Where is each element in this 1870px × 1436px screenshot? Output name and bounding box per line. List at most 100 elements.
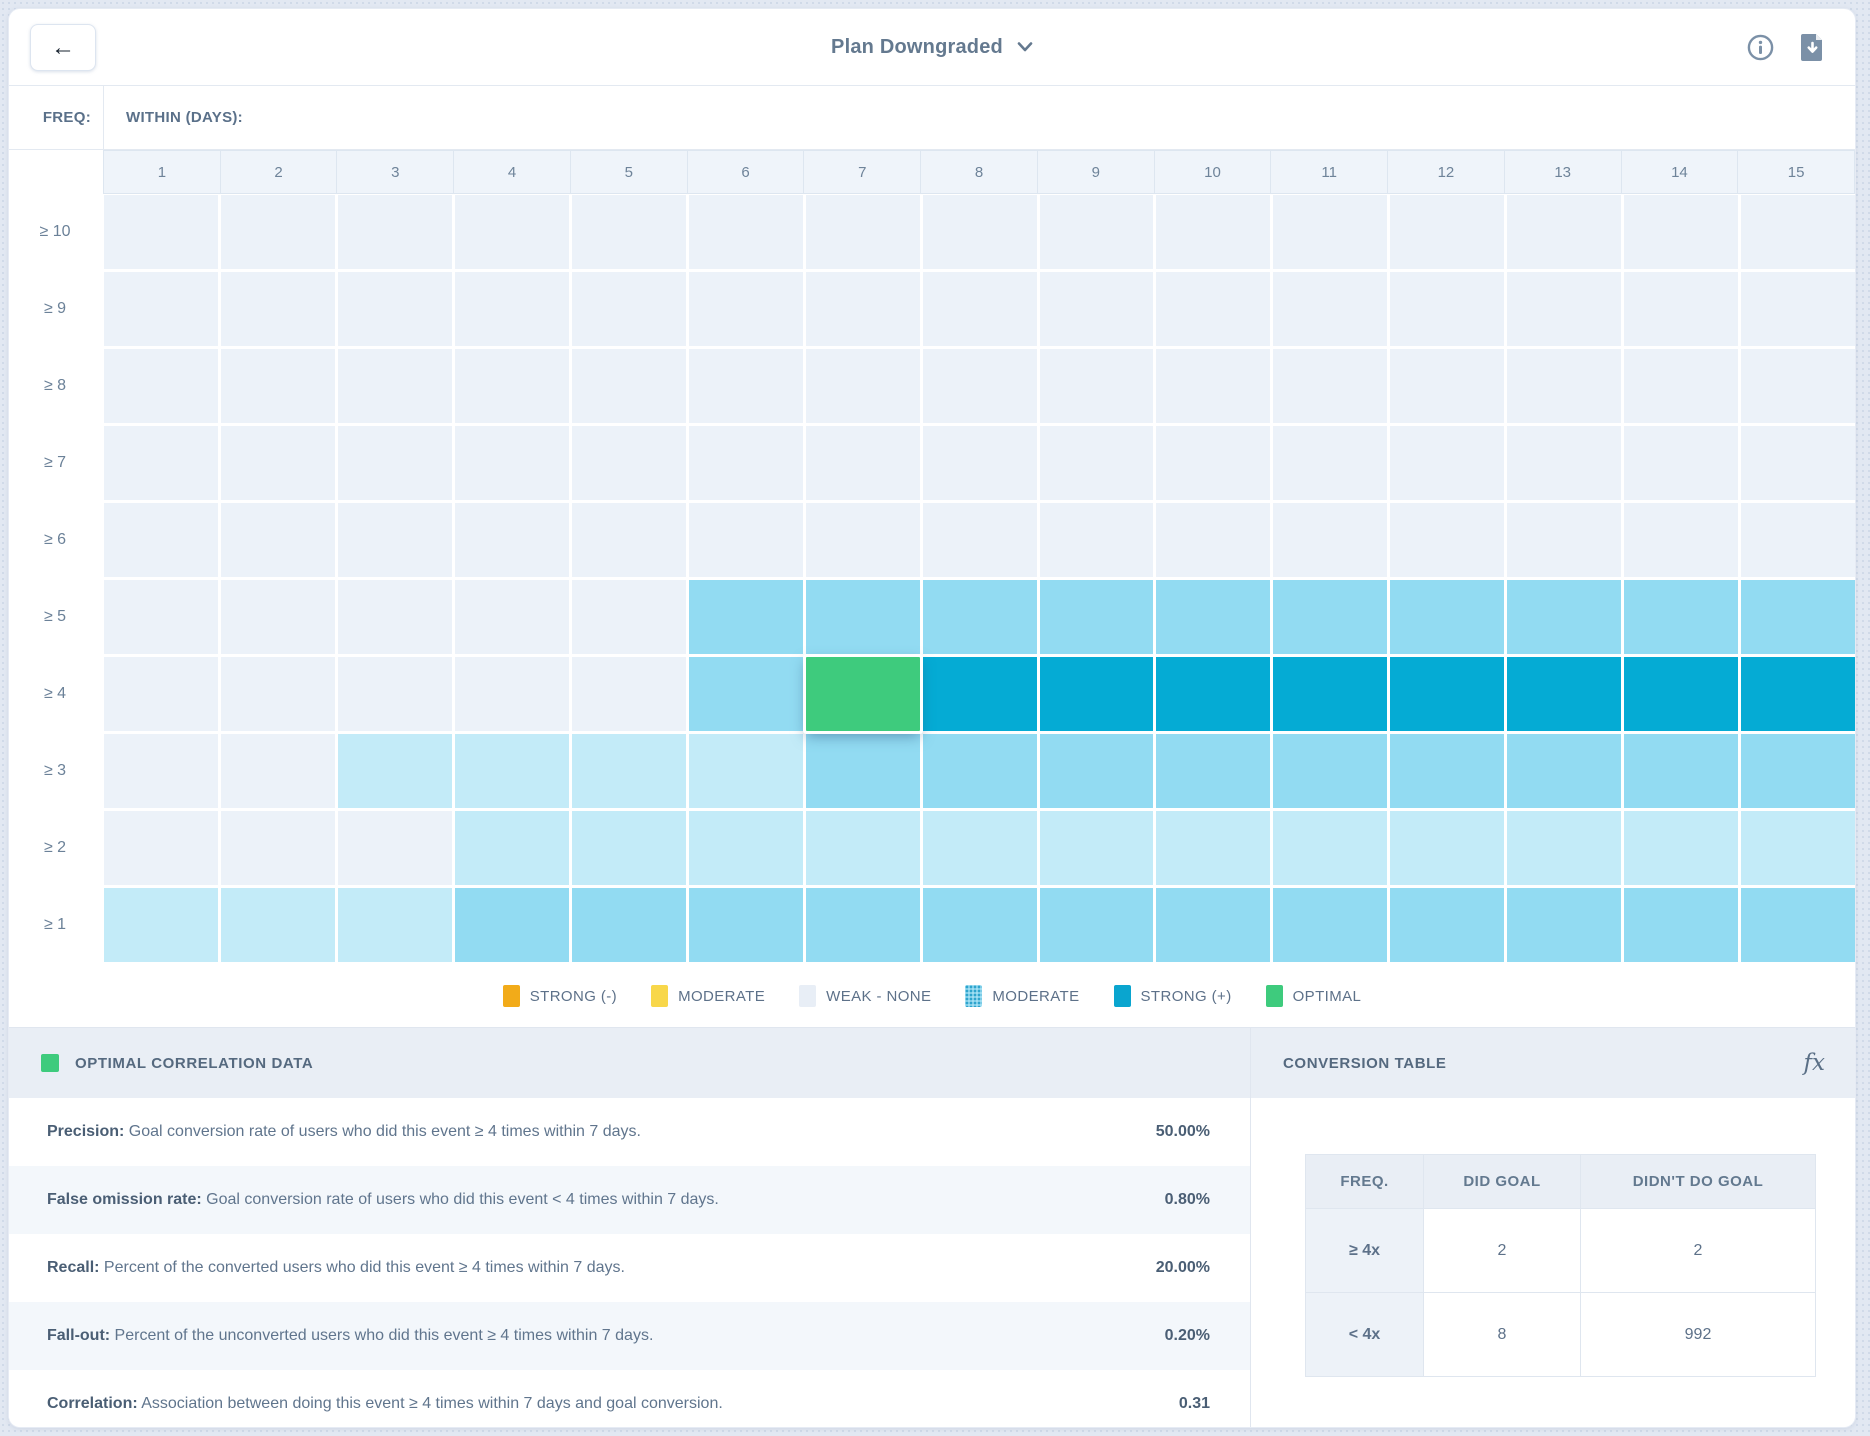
heatmap-cell[interactable]	[454, 195, 569, 269]
heatmap-cell[interactable]	[805, 272, 920, 346]
heatmap-cell[interactable]	[220, 426, 335, 500]
heatmap-cell[interactable]	[688, 734, 803, 808]
heatmap-cell[interactable]	[454, 426, 569, 500]
heatmap-cell[interactable]	[1624, 888, 1739, 962]
heatmap-cell[interactable]	[922, 580, 1037, 654]
heatmap-cell[interactable]	[1039, 888, 1154, 962]
optimal-cell[interactable]	[805, 657, 920, 731]
heatmap-cell[interactable]	[220, 503, 335, 577]
heatmap-cell[interactable]	[1390, 811, 1505, 885]
heatmap-cell[interactable]	[220, 811, 335, 885]
heatmap-cell[interactable]	[1507, 272, 1622, 346]
heatmap-cell[interactable]	[805, 734, 920, 808]
heatmap-cell[interactable]	[1039, 580, 1154, 654]
heatmap-cell[interactable]	[922, 272, 1037, 346]
heatmap-cell[interactable]	[1156, 503, 1271, 577]
heatmap-cell[interactable]	[571, 349, 686, 423]
heatmap-cell[interactable]	[220, 195, 335, 269]
heatmap-cell[interactable]	[571, 734, 686, 808]
heatmap-cell[interactable]	[337, 272, 452, 346]
heatmap-cell[interactable]	[1273, 734, 1388, 808]
heatmap-cell[interactable]	[688, 888, 803, 962]
heatmap-cell[interactable]	[220, 888, 335, 962]
heatmap-cell[interactable]	[922, 811, 1037, 885]
heatmap-cell[interactable]	[1039, 272, 1154, 346]
heatmap-cell[interactable]	[1390, 888, 1505, 962]
heatmap-cell[interactable]	[104, 580, 218, 654]
heatmap-cell[interactable]	[1273, 811, 1388, 885]
heatmap-cell[interactable]	[805, 195, 920, 269]
heatmap-cell[interactable]	[1156, 888, 1271, 962]
heatmap-cell[interactable]	[1624, 734, 1739, 808]
heatmap-cell[interactable]	[1741, 811, 1855, 885]
heatmap-cell[interactable]	[454, 272, 569, 346]
heatmap-cell[interactable]	[220, 657, 335, 731]
heatmap-cell[interactable]	[454, 811, 569, 885]
heatmap-cell[interactable]	[220, 580, 335, 654]
heatmap-cell[interactable]	[688, 195, 803, 269]
download-file-icon[interactable]	[1800, 33, 1825, 62]
heatmap-cell[interactable]	[571, 503, 686, 577]
heatmap-cell[interactable]	[1273, 580, 1388, 654]
heatmap-cell[interactable]	[922, 503, 1037, 577]
heatmap-cell[interactable]	[1507, 734, 1622, 808]
heatmap-cell[interactable]	[805, 580, 920, 654]
heatmap-cell[interactable]	[1156, 734, 1271, 808]
heatmap-cell[interactable]	[571, 195, 686, 269]
heatmap-cell[interactable]	[1507, 195, 1622, 269]
heatmap-cell[interactable]	[922, 734, 1037, 808]
heatmap-cell[interactable]	[454, 888, 569, 962]
heatmap-cell[interactable]	[571, 580, 686, 654]
page-title[interactable]: Plan Downgraded	[831, 35, 1003, 58]
heatmap-cell[interactable]	[104, 503, 218, 577]
heatmap-cell[interactable]	[1390, 503, 1505, 577]
heatmap-cell[interactable]	[1390, 272, 1505, 346]
heatmap-cell[interactable]	[1390, 580, 1505, 654]
heatmap-cell[interactable]	[571, 657, 686, 731]
heatmap-cell[interactable]	[1741, 580, 1855, 654]
heatmap-cell[interactable]	[1624, 811, 1739, 885]
heatmap-cell[interactable]	[337, 580, 452, 654]
heatmap-cell[interactable]	[337, 888, 452, 962]
heatmap-cell[interactable]	[805, 888, 920, 962]
heatmap-cell[interactable]	[688, 349, 803, 423]
heatmap-cell[interactable]	[688, 503, 803, 577]
heatmap-cell[interactable]	[1624, 349, 1739, 423]
heatmap-cell[interactable]	[220, 272, 335, 346]
heatmap-cell[interactable]	[1390, 734, 1505, 808]
chevron-down-icon[interactable]	[1017, 42, 1033, 52]
heatmap-cell[interactable]	[1624, 503, 1739, 577]
heatmap-cell[interactable]	[1390, 426, 1505, 500]
heatmap-cell[interactable]	[454, 657, 569, 731]
heatmap-cell[interactable]	[104, 888, 218, 962]
heatmap-cell[interactable]	[1156, 349, 1271, 423]
heatmap-cell[interactable]	[1624, 580, 1739, 654]
heatmap-cell[interactable]	[1507, 503, 1622, 577]
heatmap-cell[interactable]	[337, 195, 452, 269]
heatmap-cell[interactable]	[1390, 657, 1505, 731]
heatmap-cell[interactable]	[1507, 426, 1622, 500]
heatmap-cell[interactable]	[1741, 888, 1855, 962]
heatmap-cell[interactable]	[1039, 734, 1154, 808]
formula-fx-icon[interactable]: fx	[1803, 1050, 1825, 1076]
heatmap-cell[interactable]	[1741, 734, 1855, 808]
heatmap-cell[interactable]	[688, 426, 803, 500]
heatmap-cell[interactable]	[220, 349, 335, 423]
heatmap-cell[interactable]	[805, 811, 920, 885]
heatmap-cell[interactable]	[1156, 426, 1271, 500]
back-button[interactable]: ←	[30, 24, 96, 71]
heatmap-cell[interactable]	[1273, 195, 1388, 269]
heatmap-cell[interactable]	[1390, 195, 1505, 269]
heatmap-cell[interactable]	[337, 811, 452, 885]
heatmap-cell[interactable]	[922, 888, 1037, 962]
heatmap-cell[interactable]	[1273, 272, 1388, 346]
info-icon[interactable]	[1747, 34, 1774, 61]
heatmap-cell[interactable]	[805, 503, 920, 577]
heatmap-cell[interactable]	[922, 195, 1037, 269]
heatmap-cell[interactable]	[1624, 195, 1739, 269]
heatmap-cell[interactable]	[104, 272, 218, 346]
heatmap-cell[interactable]	[1624, 657, 1739, 731]
heatmap-cell[interactable]	[1273, 657, 1388, 731]
heatmap-cell[interactable]	[571, 426, 686, 500]
heatmap-cell[interactable]	[805, 426, 920, 500]
